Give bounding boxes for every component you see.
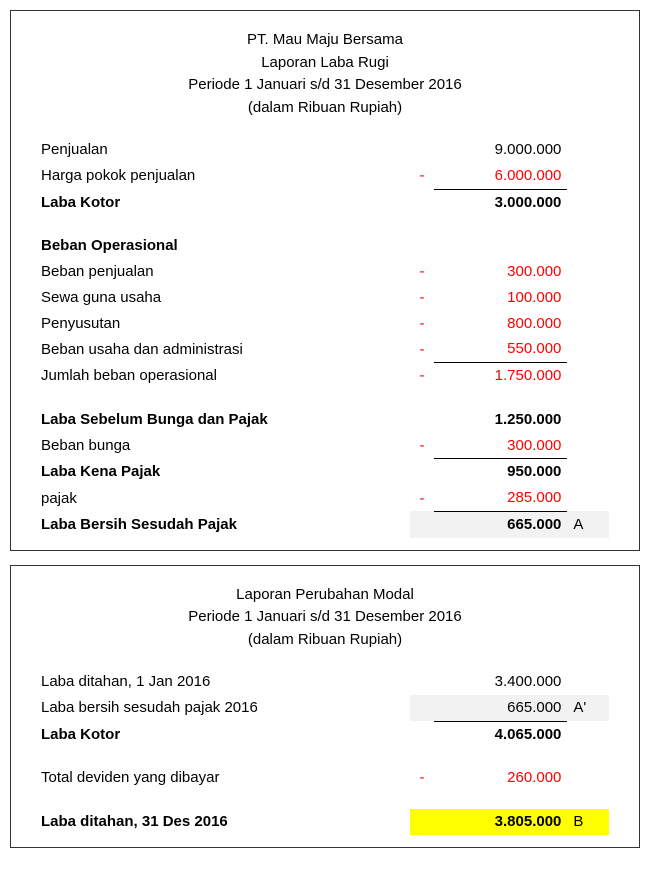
note: B: [567, 809, 609, 835]
report-period: Periode 1 Januari s/d 31 Desember 2016: [41, 606, 609, 629]
row-ebit: Laba Sebelum Bunga dan Pajak 1.250.000: [41, 407, 609, 433]
value: 1.750.000: [434, 363, 568, 389]
row-selling-expense: Beban penjualan - 300.000: [41, 259, 609, 285]
report-title: Laporan Perubahan Modal: [41, 584, 609, 607]
sign: [410, 189, 433, 215]
company-name: PT. Mau Maju Bersama: [41, 29, 609, 52]
income-table: Penjualan 9.000.000 Harga pokok penjuala…: [41, 137, 609, 538]
value: 285.000: [434, 485, 568, 511]
sign: -: [410, 336, 433, 362]
label: Laba Kena Pajak: [41, 459, 410, 485]
label: Laba Kotor: [41, 189, 410, 215]
value: 3.805.000: [434, 809, 568, 835]
equity-header: Laporan Perubahan Modal Periode 1 Januar…: [41, 584, 609, 652]
value: 100.000: [434, 285, 568, 311]
sign: -: [410, 163, 433, 189]
label: Laba ditahan, 31 Des 2016: [41, 809, 410, 835]
label: Total deviden yang dibayar: [41, 765, 410, 791]
row-subtotal: Laba Kotor 4.065.000: [41, 721, 609, 747]
income-header: PT. Mau Maju Bersama Laporan Laba Rugi P…: [41, 29, 609, 119]
label: Laba Sebelum Bunga dan Pajak: [41, 407, 410, 433]
income-statement-panel: PT. Mau Maju Bersama Laporan Laba Rugi P…: [10, 10, 640, 551]
report-period: Periode 1 Januari s/d 31 Desember 2016: [41, 74, 609, 97]
label: Laba Kotor: [41, 721, 410, 747]
label: Jumlah beban operasional: [41, 363, 410, 389]
equity-changes-panel: Laporan Perubahan Modal Periode 1 Januar…: [10, 565, 640, 848]
label: Laba bersih sesudah pajak 2016: [41, 695, 410, 721]
row-admin-expense: Beban usaha dan administrasi - 550.000: [41, 336, 609, 362]
value: 665.000: [434, 695, 568, 721]
sign: -: [410, 259, 433, 285]
spacer: [41, 747, 609, 765]
row-interest: Beban bunga - 300.000: [41, 433, 609, 459]
equity-table: Laba ditahan, 1 Jan 2016 3.400.000 Laba …: [41, 669, 609, 835]
value: 665.000: [434, 511, 568, 537]
row-tax: pajak - 285.000: [41, 485, 609, 511]
row-taxable-income: Laba Kena Pajak 950.000: [41, 459, 609, 485]
sign: -: [410, 311, 433, 337]
value: 6.000.000: [434, 163, 568, 189]
row-sales: Penjualan 9.000.000: [41, 137, 609, 163]
sign: -: [410, 765, 433, 791]
row-dividends: Total deviden yang dibayar - 260.000: [41, 765, 609, 791]
sign: [410, 137, 433, 163]
value: 300.000: [434, 433, 568, 459]
row-net-income-add: Laba bersih sesudah pajak 2016 665.000 A…: [41, 695, 609, 721]
label: Beban Operasional: [41, 233, 410, 259]
note: A: [567, 511, 609, 537]
report-unit: (dalam Ribuan Rupiah): [41, 97, 609, 120]
sign: -: [410, 285, 433, 311]
label: Beban penjualan: [41, 259, 410, 285]
label: Penyusutan: [41, 311, 410, 337]
value: 800.000: [434, 311, 568, 337]
row-re-end: Laba ditahan, 31 Des 2016 3.805.000 B: [41, 809, 609, 835]
row-gross-profit: Laba Kotor 3.000.000: [41, 189, 609, 215]
value: 300.000: [434, 259, 568, 285]
spacer: [41, 791, 609, 809]
spacer: [41, 215, 609, 233]
report-unit: (dalam Ribuan Rupiah): [41, 629, 609, 652]
label: Beban bunga: [41, 433, 410, 459]
value: 9.000.000: [434, 137, 568, 163]
row-net-income: Laba Bersih Sesudah Pajak 665.000 A: [41, 511, 609, 537]
row-total-opex: Jumlah beban operasional - 1.750.000: [41, 363, 609, 389]
label: Beban usaha dan administrasi: [41, 336, 410, 362]
value: 550.000: [434, 336, 568, 362]
value: 950.000: [434, 459, 568, 485]
label: pajak: [41, 485, 410, 511]
label: Sewa guna usaha: [41, 285, 410, 311]
label: Laba Bersih Sesudah Pajak: [41, 511, 410, 537]
value: 3.400.000: [434, 669, 568, 695]
value: 1.250.000: [434, 407, 568, 433]
row-opex-header: Beban Operasional: [41, 233, 609, 259]
note: A': [567, 695, 609, 721]
row-re-begin: Laba ditahan, 1 Jan 2016 3.400.000: [41, 669, 609, 695]
row-cogs: Harga pokok penjualan - 6.000.000: [41, 163, 609, 189]
row-lease: Sewa guna usaha - 100.000: [41, 285, 609, 311]
note: [567, 163, 609, 189]
sign: -: [410, 433, 433, 459]
value: 260.000: [434, 765, 568, 791]
label: Harga pokok penjualan: [41, 163, 410, 189]
note: [567, 137, 609, 163]
row-depreciation: Penyusutan - 800.000: [41, 311, 609, 337]
report-title: Laporan Laba Rugi: [41, 52, 609, 75]
label: Penjualan: [41, 137, 410, 163]
label: Laba ditahan, 1 Jan 2016: [41, 669, 410, 695]
sign: -: [410, 485, 433, 511]
note: [567, 189, 609, 215]
sign: -: [410, 363, 433, 389]
value: 4.065.000: [434, 721, 568, 747]
spacer: [41, 389, 609, 407]
value: 3.000.000: [434, 189, 568, 215]
